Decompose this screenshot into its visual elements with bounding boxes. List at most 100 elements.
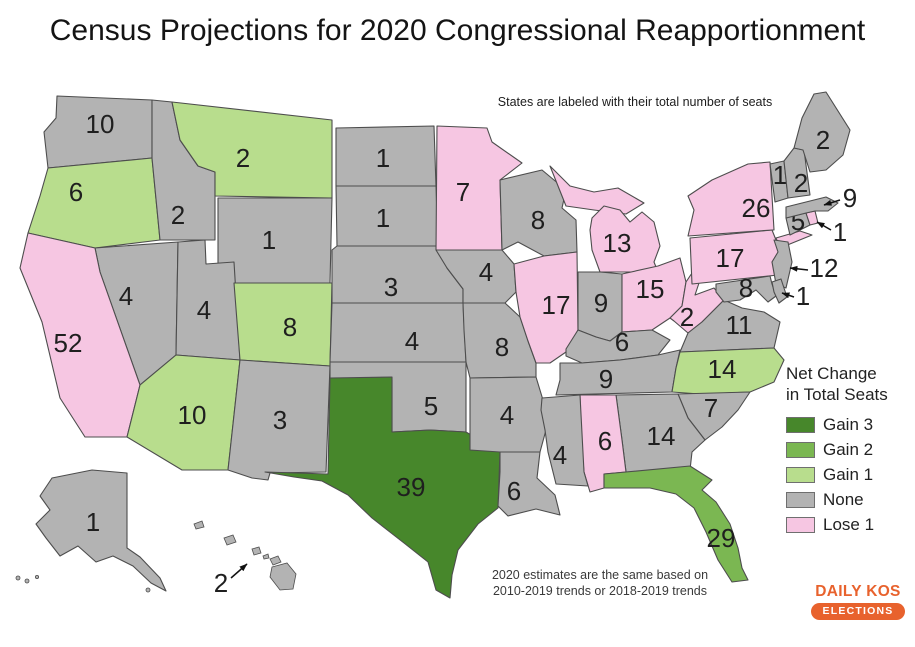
legend-row-none: None (786, 487, 911, 512)
seat-label-ca: 52 (54, 328, 83, 358)
seat-label-me: 2 (816, 125, 830, 155)
map-note: States are labeled with their total numb… (497, 95, 773, 109)
state-shape-or (27, 157, 161, 249)
seat-label-nm: 3 (273, 405, 287, 435)
seat-label-wv: 2 (680, 302, 694, 332)
legend-label-lose1: Lose 1 (823, 514, 875, 534)
state-new-hampshire: 2 (783, 147, 811, 199)
state-arkansas: 4 (469, 376, 547, 453)
callout-arrow-nj (789, 265, 809, 272)
state-alabama: 6 (579, 394, 627, 493)
state-kansas: 4 (329, 302, 467, 363)
state-shape-wi (499, 169, 578, 257)
seat-label-in: 9 (594, 288, 608, 318)
seat-label-or: 6 (69, 177, 83, 207)
logo-wordmark: DAILY KOS (815, 583, 901, 600)
seat-label-az: 10 (178, 400, 207, 430)
state-new-mexico: 3 (227, 359, 331, 481)
legend-row-gain3: Gain 3 (786, 412, 911, 437)
seat-label-md: 8 (739, 273, 753, 303)
legend-swatch-none (786, 491, 815, 508)
state-california: 52 (19, 232, 141, 438)
aleutian-island-1 (15, 575, 21, 581)
state-rhode-island: 1 (805, 210, 847, 247)
seat-label-hi: 2 (214, 568, 228, 598)
footnote-line1: 2020 estimates are the same based on (491, 568, 709, 582)
legend-label-none: None (823, 489, 864, 509)
hi-island-kauai (223, 534, 237, 546)
state-alaska: 1 (15, 469, 167, 593)
state-shape-md (715, 275, 777, 303)
legend: Net Change in Total Seats Gain 3 Gain 2 … (786, 363, 911, 537)
seat-label-il: 17 (542, 290, 571, 320)
state-colorado: 8 (233, 282, 333, 367)
legend-row-gain1: Gain 1 (786, 462, 911, 487)
state-shape-mi-lower (589, 205, 661, 273)
state-shape-ms (540, 394, 589, 487)
state-minnesota: 7 (435, 125, 523, 251)
logo-pill: ELECTIONS (811, 603, 905, 620)
seat-label-ut: 4 (197, 295, 211, 325)
state-illinois: 17 (513, 251, 579, 364)
legend-swatch-lose1 (786, 516, 815, 533)
footnote: 2020 estimates are the same based on 201… (440, 567, 760, 600)
seat-label-fl: 29 (707, 523, 736, 553)
state-maryland: 8 (715, 273, 777, 303)
aleutian-island-3 (35, 575, 40, 580)
hi-island-maui (269, 555, 282, 566)
seat-label-ny: 26 (742, 193, 771, 223)
legend-label-gain1: Gain 1 (823, 464, 874, 484)
seat-label-nc: 14 (708, 354, 737, 384)
state-north-dakota: 1 (335, 125, 437, 187)
ak-panhandle-islet (145, 587, 151, 593)
seat-label-ga: 14 (647, 421, 676, 451)
seat-label-ne: 3 (384, 272, 398, 302)
state-washington: 10 (43, 95, 153, 169)
seat-label-ok: 5 (424, 391, 438, 421)
seat-label-nd: 1 (376, 143, 390, 173)
state-mississippi: 4 (540, 394, 589, 487)
state-michigan: 13 (549, 165, 661, 273)
state-texas: 39 (264, 376, 501, 599)
seat-label-la: 6 (507, 476, 521, 506)
legend-swatch-gain3 (786, 416, 815, 433)
legend-label-gain3: Gain 3 (823, 414, 874, 434)
page-title: Census Projections for 2020 Congressiona… (49, 14, 866, 47)
seat-label-ms: 4 (553, 440, 567, 470)
legend-items: Gain 3 Gain 2 Gain 1 None Lose 1 (786, 412, 911, 537)
seat-label-tn: 9 (599, 364, 613, 394)
state-montana: 2 (171, 101, 333, 199)
seat-label-co: 8 (283, 312, 297, 342)
seat-label-oh: 15 (636, 274, 665, 304)
state-shape-tx (264, 376, 501, 599)
state-delaware: 1 (771, 278, 810, 311)
seat-label-mt: 2 (236, 143, 250, 173)
seat-label-de: 1 (796, 281, 810, 311)
legend-label-gain2: Gain 2 (823, 439, 874, 459)
state-shape-ky (565, 329, 671, 364)
state-pennsylvania: 17 (689, 229, 781, 285)
state-florida: 29 (603, 465, 749, 583)
state-shape-mi-upper (549, 165, 645, 215)
state-massachusetts: 9 (785, 183, 857, 219)
seat-label-nj: 12 (810, 253, 839, 283)
state-shape-nh (783, 147, 811, 199)
state-kentucky: 6 (565, 327, 671, 364)
state-shape-ar (469, 376, 547, 453)
callout-arrow-de (781, 292, 795, 299)
seat-label-ia: 4 (479, 257, 493, 287)
callout-arrow-ma (823, 199, 841, 206)
state-wisconsin: 8 (499, 169, 578, 257)
state-shape-ak (35, 469, 167, 592)
state-shape-la (497, 451, 561, 517)
seat-label-mn: 7 (456, 177, 470, 207)
state-wyoming: 1 (217, 197, 333, 284)
seat-label-tx: 39 (397, 472, 426, 502)
legend-swatch-gain1 (786, 466, 815, 483)
seat-label-mi: 13 (603, 228, 632, 258)
state-shape-ca (19, 232, 141, 438)
seat-label-ar: 4 (500, 400, 514, 430)
state-new-jersey: 12 (771, 239, 839, 289)
legend-row-lose1: Lose 1 (786, 512, 911, 537)
